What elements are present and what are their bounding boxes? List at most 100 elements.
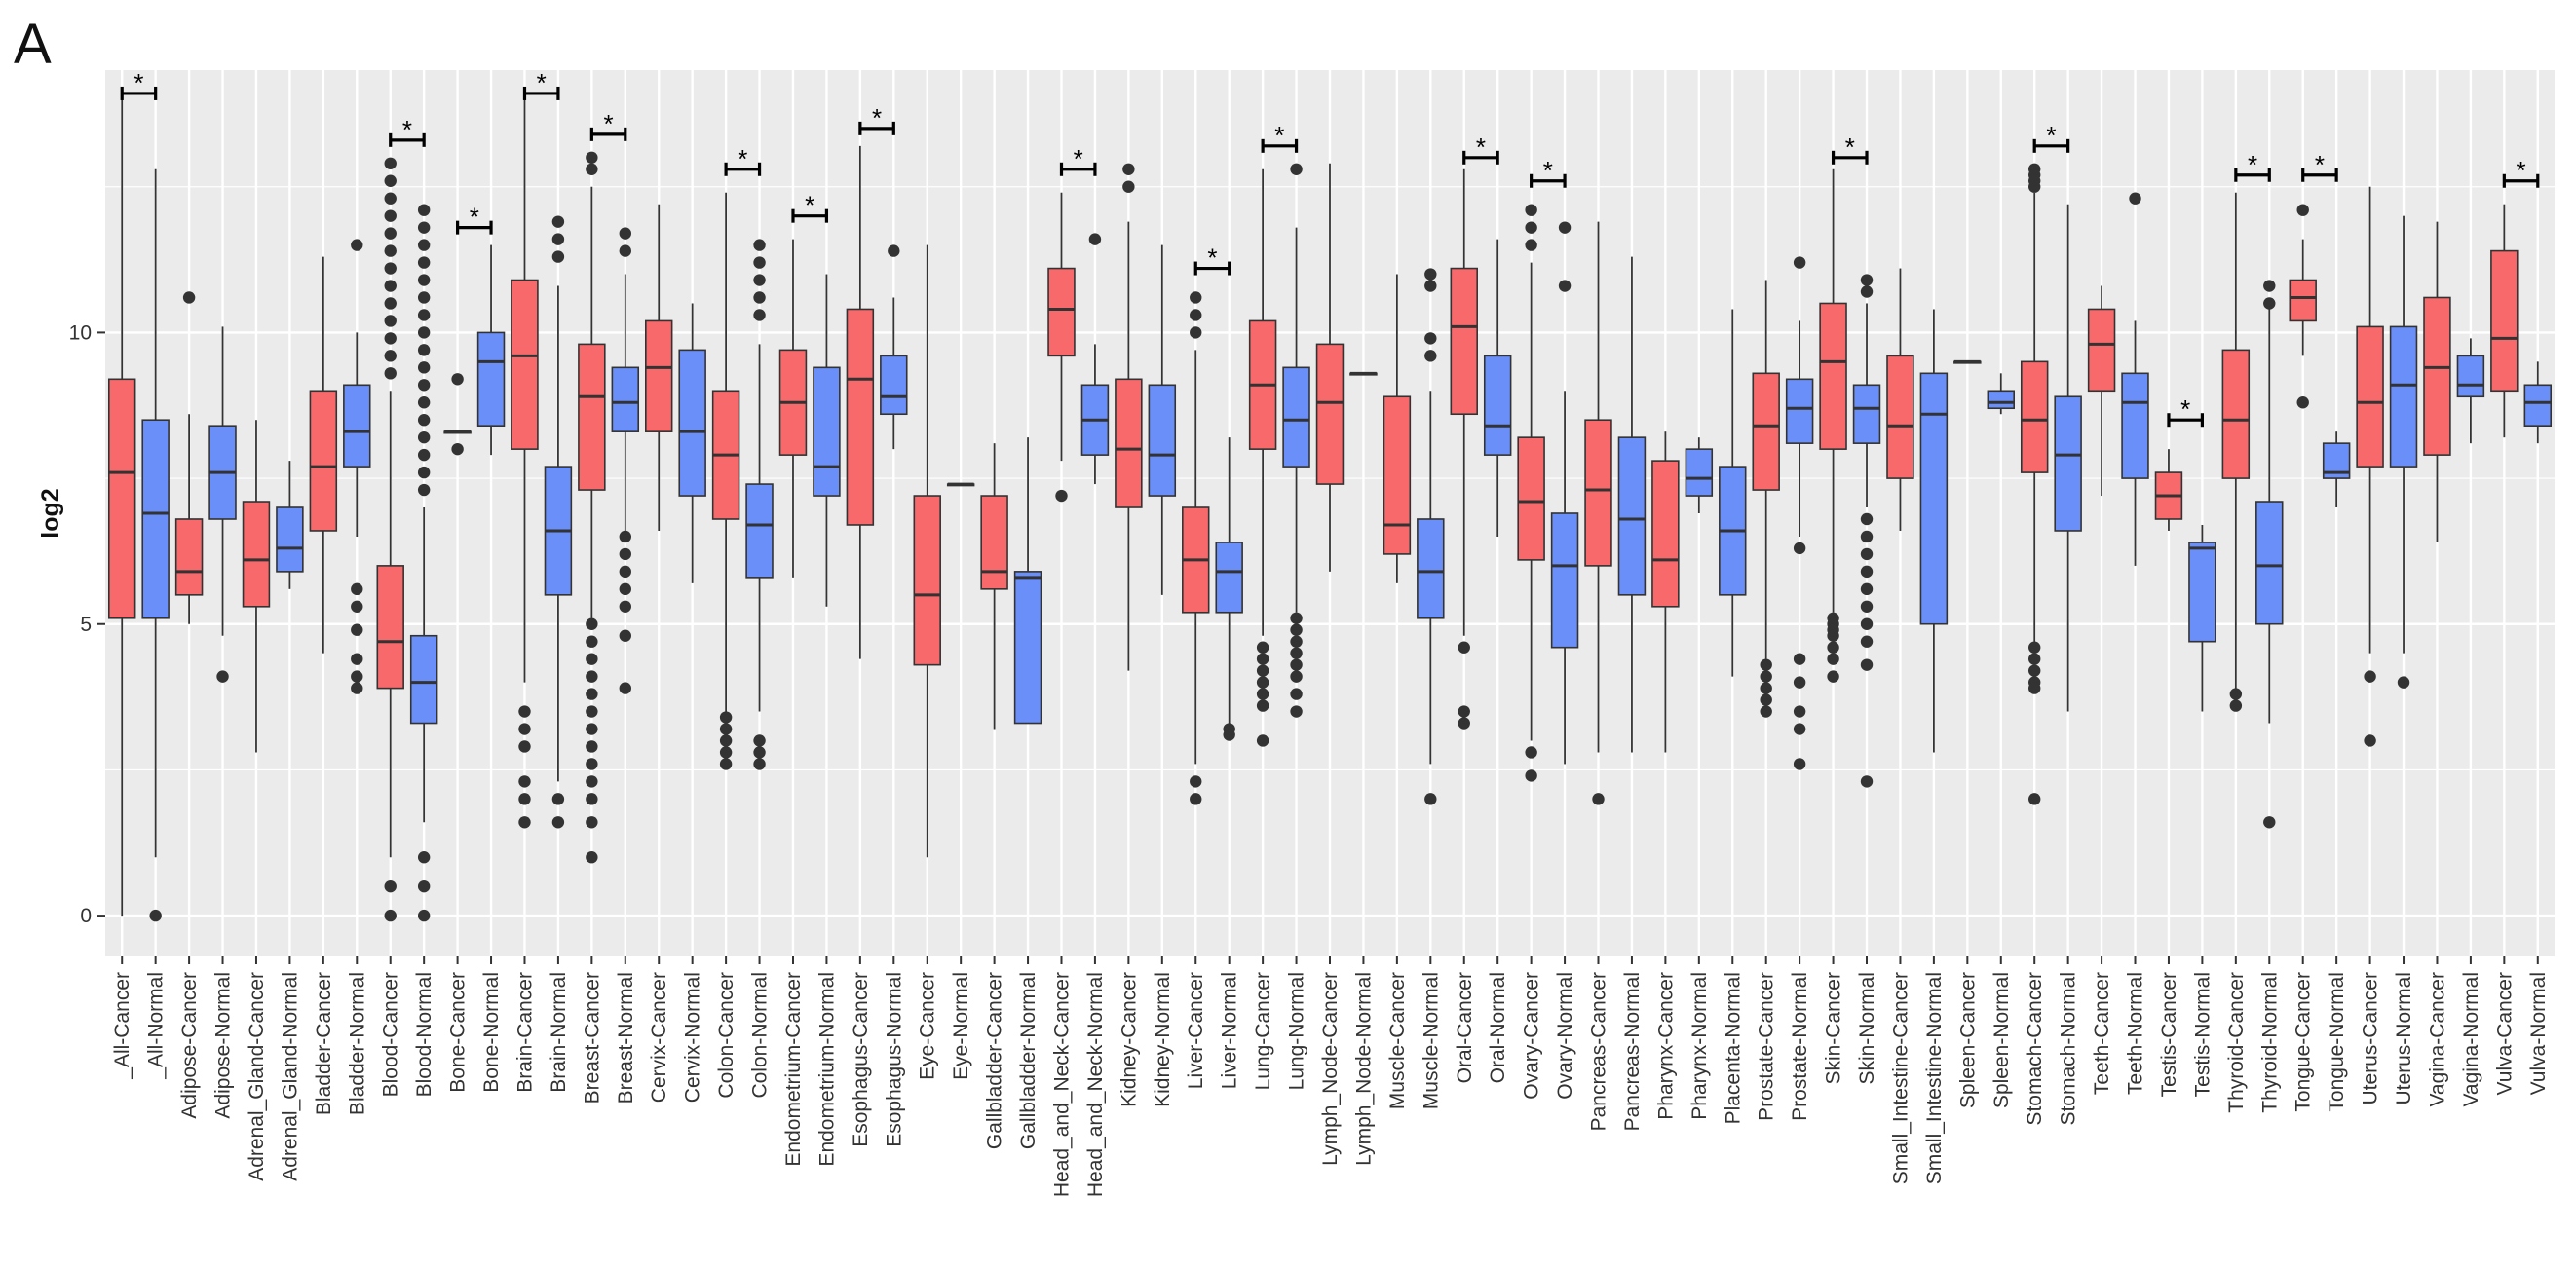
x-tick-label: Vagina-Cancer <box>2426 972 2448 1107</box>
x-tick-label: Ovary-Cancer <box>1521 972 1543 1100</box>
outlier-point <box>417 879 431 893</box>
outlier-point <box>518 816 531 829</box>
outlier-point <box>1290 163 1303 175</box>
outlier-point <box>753 256 766 269</box>
outlier-point <box>2028 653 2041 665</box>
box-blood-cancer <box>376 565 404 690</box>
outlier-point <box>417 326 431 339</box>
outlier-point <box>1860 530 1874 543</box>
significance-star: * <box>1476 132 1486 162</box>
outlier-point <box>417 851 431 864</box>
x-tick-label: Bone-Normal <box>480 972 503 1093</box>
box-adrenal_gland-cancer <box>242 501 271 608</box>
significance-star: * <box>805 191 814 220</box>
box-pancreas-cancer <box>1584 419 1612 567</box>
outlier-point <box>619 244 631 257</box>
outlier-point <box>1256 676 1269 689</box>
outlier-point <box>1088 233 1102 245</box>
outlier-point <box>2263 280 2276 292</box>
x-tick-label: Small_Intestine-Normal <box>1923 972 1946 1184</box>
x-tick-label: Testis-Cancer <box>2158 972 2180 1097</box>
x-tick-label: Vulva-Normal <box>2527 972 2550 1095</box>
outlier-point <box>586 670 598 683</box>
x-tick-label: Teeth-Cancer <box>2091 972 2113 1095</box>
outlier-point <box>719 746 733 759</box>
outlier-point <box>1424 793 1437 805</box>
significance-star: * <box>2248 150 2257 179</box>
box-stomach-normal <box>2054 395 2082 532</box>
box-brain-cancer <box>511 279 539 450</box>
outlier-point <box>1760 682 1772 694</box>
significance-star: * <box>2516 156 2525 185</box>
outlier-point <box>586 775 598 788</box>
outlier-point <box>518 723 531 735</box>
outlier-point <box>1827 641 1839 654</box>
outlier-point <box>451 442 464 456</box>
box-bone-normal <box>476 331 506 427</box>
box-tongue-cancer <box>2289 279 2317 322</box>
x-tick-label: Stomach-Normal <box>2058 972 2080 1126</box>
outlier-point <box>586 705 598 718</box>
box-ovary-cancer <box>1517 436 1545 561</box>
box-_all-normal <box>141 419 170 619</box>
x-tick-label: Skin-Normal <box>1856 972 1878 1085</box>
box-lymph_node-cancer <box>1315 343 1345 485</box>
box-esophagus-cancer <box>846 308 875 526</box>
outlier-point <box>451 373 464 386</box>
outlier-point <box>417 309 431 321</box>
outlier-point <box>1558 280 1572 292</box>
outlier-point <box>1860 658 1874 671</box>
outlier-point <box>1860 512 1874 526</box>
x-tick-label: Prostate-Cancer <box>1756 972 1778 1121</box>
outlier-point <box>586 793 598 805</box>
box-prostate-normal <box>1785 378 1814 444</box>
outlier-point <box>2028 793 2041 805</box>
box-testis-normal <box>2188 542 2216 643</box>
outlier-point <box>384 297 397 310</box>
x-tick-label: Blood-Cancer <box>380 972 402 1097</box>
box-stomach-cancer <box>2020 360 2049 473</box>
x-tick-label: Kidney-Cancer <box>1118 972 1140 1107</box>
significance-star: * <box>402 115 412 144</box>
significance-star: * <box>2180 394 2190 424</box>
box-adipose-cancer <box>174 518 204 596</box>
outlier-point <box>417 344 431 356</box>
outlier-point <box>1190 326 1202 339</box>
outlier-point <box>1256 653 1269 665</box>
outlier-point <box>384 332 397 345</box>
outlier-point <box>1860 635 1874 648</box>
outlier-point <box>417 430 431 444</box>
x-tick-label: Testis-Normal <box>2191 972 2214 1097</box>
x-tick-label: Oral-Normal <box>1487 972 1509 1083</box>
outlier-point <box>1793 542 1806 555</box>
x-tick-label: _All-Cancer <box>111 972 133 1080</box>
significance-star: * <box>133 68 143 97</box>
outlier-point <box>417 361 431 374</box>
outlier-point <box>753 758 766 770</box>
outlier-point <box>1190 775 1202 788</box>
x-tick-label: Vagina-Normal <box>2460 972 2482 1107</box>
significance-star: * <box>2046 121 2056 150</box>
box-pharynx-cancer <box>1651 460 1680 608</box>
x-tick-label: Brain-Cancer <box>513 972 536 1093</box>
significance-star: * <box>604 109 614 138</box>
x-tick-label: Esophagus-Normal <box>883 972 905 1147</box>
y-axis: 0 5 10 <box>69 321 105 927</box>
outlier-point <box>1458 641 1470 654</box>
box-muscle-cancer <box>1383 395 1412 555</box>
outlier-point <box>1190 291 1202 304</box>
outlier-point <box>1424 350 1437 362</box>
box-eye-cancer <box>913 495 941 666</box>
x-tick-label: Esophagus-Cancer <box>850 972 872 1147</box>
outlier-point <box>351 670 363 683</box>
outlier-point <box>1827 629 1839 642</box>
outlier-point <box>2028 664 2041 677</box>
box-bladder-cancer <box>309 390 338 532</box>
outlier-point <box>586 635 598 648</box>
x-tick-label: Lymph_Node-Normal <box>1352 972 1375 1166</box>
x-tick-label: Eye-Cancer <box>917 972 939 1080</box>
outlier-point <box>1424 280 1437 292</box>
outlier-point <box>417 256 431 269</box>
box-prostate-cancer <box>1752 372 1780 491</box>
x-axis: _All-Cancer _All-Normal Adipose-Cancer Adip… <box>111 956 2550 1197</box>
